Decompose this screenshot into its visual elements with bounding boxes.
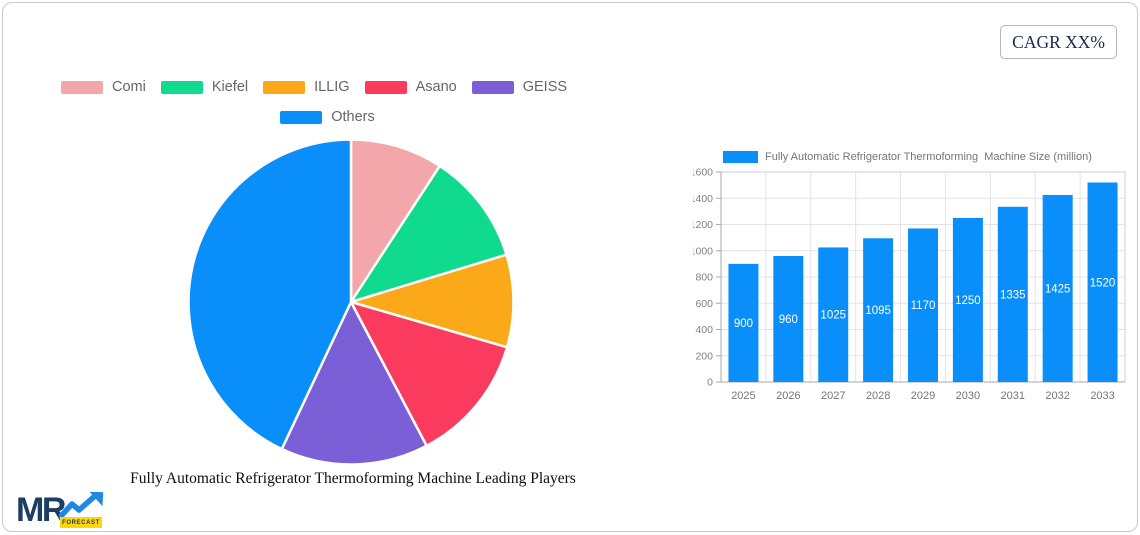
bar-2028: [863, 238, 894, 382]
bar-value-label: 1520: [1090, 277, 1116, 289]
cagr-badge: CAGR XX%: [1000, 25, 1117, 59]
legend-item-asano: Asano: [364, 79, 457, 95]
bar-2031: [997, 206, 1028, 382]
y-tick-label: 800: [695, 272, 713, 284]
bar-2030: [952, 217, 983, 382]
bar-value-label: 1250: [955, 295, 981, 307]
x-tick-label: 2025: [731, 390, 755, 402]
legend-swatch-icon: [160, 80, 203, 94]
legend-item-others: Others: [280, 109, 375, 125]
pie-legend: Comi Kiefel ILLIG Asano GEISS Others: [61, 79, 609, 139]
legend-label: GEISS: [522, 79, 568, 95]
bar-chart-legend: Fully Automatic Refrigerator Thermoformi…: [723, 151, 1092, 163]
pie-slice-comi: [349, 138, 442, 304]
y-tick-label: 600: [695, 298, 713, 310]
legend-item-comi: Comi: [61, 79, 146, 95]
y-tick-label: 1400: [693, 193, 713, 205]
legend-label: Comi: [112, 79, 146, 95]
y-tick-label: 1000: [693, 245, 713, 257]
y-tick-label: 400: [695, 324, 713, 336]
bar-legend-swatch-icon: [723, 151, 758, 163]
legend-swatch-icon: [280, 110, 323, 124]
bar-value-label: 1095: [865, 305, 891, 317]
legend-swatch-icon: [364, 80, 407, 94]
bar-chart: 0 200 400 600 800 1000 1200 1400 1600 900 2025 960 2…: [693, 167, 1126, 402]
legend-item-kiefel: Kiefel: [160, 79, 249, 95]
y-tick-label: 200: [695, 350, 713, 362]
bar-value-label: 1025: [820, 310, 846, 322]
x-tick-label: 2028: [866, 390, 890, 402]
pie-slice-others: [187, 138, 353, 451]
legend-swatch-icon: [471, 80, 514, 94]
legend-item-geiss: GEISS: [471, 79, 568, 95]
pie-slice-geiss: [280, 300, 428, 466]
pie-slice-illig: [349, 253, 515, 349]
bar-value-label: 900: [734, 318, 753, 330]
legend-label: ILLIG: [314, 79, 350, 95]
x-tick-label: 2030: [956, 390, 980, 402]
x-tick-label: 2027: [821, 390, 845, 402]
pie-chart-title: Fully Automatic Refrigerator Thermoformi…: [130, 470, 576, 487]
bar-2032: [1042, 194, 1073, 382]
x-tick-label: 2026: [776, 390, 800, 402]
bar-value-label: 1170: [911, 300, 936, 312]
pie-chart: [187, 138, 515, 466]
legend-item-illig: ILLIG: [263, 79, 350, 95]
pie-legend-row: Comi Kiefel ILLIG Asano GEISS: [61, 79, 609, 95]
y-tick-label: 0: [707, 377, 713, 389]
x-tick-label: 2029: [911, 390, 935, 402]
y-tick-label: 1200: [693, 219, 713, 231]
logo-forecast-badge: FORECAST: [60, 517, 102, 528]
pie-slice-asano: [349, 300, 509, 448]
logo-brand-text: MR: [16, 491, 66, 529]
legend-label: Others: [331, 109, 375, 125]
bar-2025: [728, 263, 759, 382]
bar-2029: [908, 228, 938, 382]
bar-2027: [818, 247, 849, 382]
bar-chart-section: Fully Automatic Refrigerator Thermoformi…: [693, 143, 1140, 413]
bar-value-label: 960: [779, 314, 798, 326]
bar-2026: [773, 256, 804, 382]
bar-legend-label: Fully Automatic Refrigerator Thermoformi…: [765, 151, 1092, 163]
legend-swatch-icon: [263, 80, 306, 94]
y-tick-label: 1600: [693, 167, 713, 179]
bar-value-label: 1425: [1045, 283, 1071, 295]
trend-arrow-icon: [59, 492, 104, 519]
legend-label: Kiefel: [211, 79, 249, 95]
x-tick-label: 2033: [1090, 390, 1114, 402]
x-tick-label: 2031: [1001, 390, 1025, 402]
x-tick-label: 2032: [1045, 390, 1069, 402]
pie-slice-kiefel: [349, 164, 508, 304]
legend-swatch-icon: [61, 80, 103, 94]
bar-2033: [1087, 182, 1118, 382]
pie-chart-wrap: [179, 130, 523, 474]
bar-value-label: 1335: [1000, 289, 1026, 301]
legend-label: Asano: [415, 79, 457, 95]
pie-legend-row: Others: [61, 109, 609, 125]
mr-forecast-logo: MR FORECAST: [16, 491, 116, 533]
